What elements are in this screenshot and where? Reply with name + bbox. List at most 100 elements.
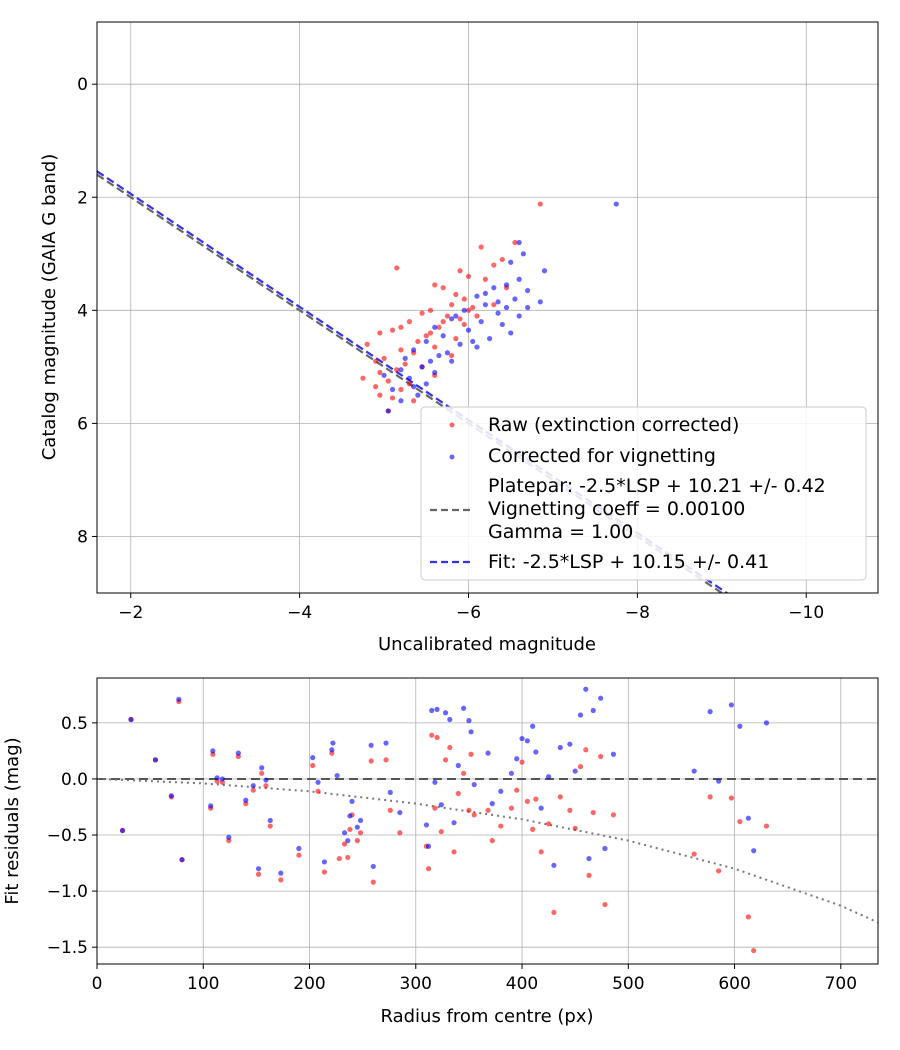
vignetting-curve bbox=[97, 777, 878, 924]
bottom-corrected-point bbox=[434, 706, 440, 713]
top-raw-point bbox=[432, 282, 438, 288]
top-raw-point bbox=[389, 327, 396, 333]
bottom-corrected-point bbox=[451, 820, 457, 826]
residuals-plot: 0 100 200 300 400 500 600 700 0.5 0.0 −0.5 −1.0 −1.5… bbox=[2, 677, 879, 1027]
bottom-corrected-point bbox=[250, 783, 256, 789]
bottom-reference-lines bbox=[97, 777, 878, 924]
bottom-corrected-point bbox=[598, 695, 604, 701]
bottom-raw-point bbox=[498, 823, 504, 829]
top-corrected-point bbox=[444, 350, 450, 356]
bottom-x-axis-label: Radius from centre (px) bbox=[380, 1006, 593, 1027]
top-corrected-point bbox=[398, 367, 404, 373]
top-corrected-point bbox=[520, 251, 526, 257]
bottom-corrected-point bbox=[387, 789, 393, 796]
bottom-raw-point bbox=[572, 825, 578, 831]
top-corrected-point bbox=[406, 375, 412, 381]
bottom-corrected-point bbox=[263, 777, 269, 783]
bottom-corrected-point bbox=[330, 740, 336, 746]
bottom-corrected-point bbox=[751, 848, 757, 854]
top-corrected-point bbox=[419, 364, 425, 370]
bottom-corrected-point bbox=[468, 729, 474, 735]
bottom-raw-point bbox=[557, 794, 563, 800]
bottom-raw-point bbox=[315, 788, 321, 794]
top-x-tick-label: −6 bbox=[456, 603, 481, 623]
bottom-corrected-point bbox=[341, 830, 348, 836]
top-raw-point bbox=[377, 392, 383, 398]
bottom-grid bbox=[96, 678, 878, 964]
top-corrected-point bbox=[482, 302, 488, 308]
top-corrected-point bbox=[398, 398, 404, 404]
bottom-corrected-point bbox=[508, 770, 515, 776]
bottom-raw-point bbox=[538, 849, 544, 855]
top-raw-point bbox=[406, 381, 412, 387]
bottom-y-axis-label: Fit residuals (mag) bbox=[2, 737, 23, 904]
bottom-raw-point bbox=[451, 849, 457, 855]
bottom-raw-point bbox=[598, 753, 604, 760]
bottom-corrected-point bbox=[296, 845, 302, 852]
top-corrected-point bbox=[512, 296, 518, 302]
bottom-corrected-point bbox=[485, 750, 491, 756]
bottom-y-tick-label: −1.5 bbox=[47, 938, 88, 958]
legend-vignetting-label: Vignetting coeff = 0.00100 bbox=[488, 498, 745, 520]
bottom-raw-point bbox=[429, 732, 435, 738]
top-corrected-point bbox=[440, 333, 446, 339]
top-axes-frame bbox=[96, 21, 879, 594]
bottom-corrected-point bbox=[466, 718, 472, 724]
bottom-corrected-point bbox=[455, 762, 461, 769]
top-y-axis-label: Catalog magnitude (GAIA G band) bbox=[39, 154, 60, 461]
top-corrected-point bbox=[541, 268, 548, 274]
bottom-raw-point bbox=[455, 790, 461, 797]
bottom-raw-point bbox=[471, 812, 477, 818]
bottom-raw-point bbox=[347, 826, 353, 833]
top-y-tick-label: 2 bbox=[77, 188, 88, 208]
top-raw-point bbox=[360, 375, 366, 381]
top-raw-point bbox=[373, 384, 379, 390]
top-raw-point bbox=[474, 313, 480, 319]
top-x-tick-label: −2 bbox=[118, 603, 143, 623]
bottom-corrected-point bbox=[577, 712, 584, 718]
bottom-raw-point bbox=[442, 757, 449, 763]
bottom-raw-point bbox=[468, 751, 474, 757]
top-corrected-point bbox=[449, 316, 455, 322]
bottom-raw-point bbox=[425, 866, 432, 872]
bottom-x-tick-label: 100 bbox=[187, 974, 219, 994]
top-corrected-point bbox=[436, 352, 442, 359]
bottom-x-tick-label: 0 bbox=[92, 974, 103, 994]
bottom-raw-point bbox=[514, 787, 520, 793]
top-corrected-point bbox=[465, 327, 472, 333]
bottom-corrected-point bbox=[347, 813, 353, 819]
top-corrected-point bbox=[525, 304, 531, 311]
bottom-corrected-point bbox=[357, 817, 364, 824]
bottom-corrected-point bbox=[423, 822, 430, 828]
top-corrected-point bbox=[508, 259, 514, 265]
top-raw-point bbox=[453, 335, 459, 342]
bottom-raw-point bbox=[489, 838, 495, 844]
top-y-tick-label: 6 bbox=[77, 414, 88, 434]
bottom-corrected-point bbox=[354, 824, 360, 830]
bottom-x-tick-label: 700 bbox=[825, 974, 857, 994]
bottom-corrected-point bbox=[152, 757, 159, 763]
bottom-raw-point bbox=[590, 809, 596, 816]
bottom-raw-point bbox=[524, 798, 530, 804]
top-raw-point bbox=[512, 239, 518, 246]
bottom-corrected-point bbox=[737, 723, 743, 729]
bottom-corrected-point bbox=[370, 863, 376, 870]
top-raw-point bbox=[364, 341, 370, 347]
top-raw-point bbox=[427, 307, 434, 313]
top-x-tick-label: −4 bbox=[287, 603, 312, 623]
bottom-raw-point bbox=[250, 787, 256, 793]
bottom-raw-point bbox=[383, 757, 389, 763]
bottom-raw-point bbox=[545, 821, 552, 827]
bottom-raw-point bbox=[691, 851, 697, 857]
bottom-raw-point bbox=[485, 807, 491, 813]
bottom-raw-point bbox=[336, 855, 342, 862]
bottom-corrected-point bbox=[551, 862, 557, 868]
bottom-corrected-point bbox=[345, 838, 351, 844]
top-corrected-point bbox=[474, 293, 480, 299]
top-corrected-point bbox=[432, 369, 438, 376]
top-raw-point bbox=[440, 319, 446, 325]
top-raw-point bbox=[453, 291, 459, 298]
bottom-raw-point bbox=[259, 770, 265, 776]
